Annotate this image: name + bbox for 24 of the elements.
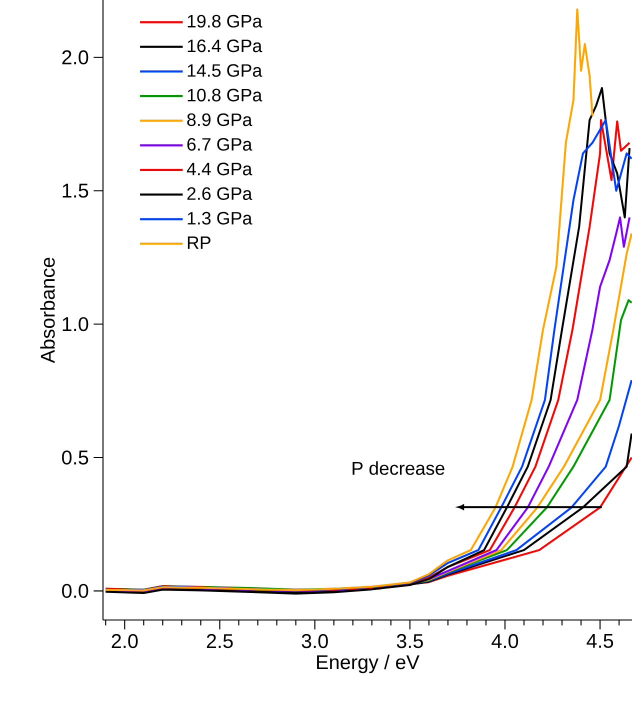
x-tick-label: 4.0 bbox=[492, 634, 518, 648]
legend-label: 8.9 GPa bbox=[187, 113, 252, 126]
y-tick-label: 1.0 bbox=[62, 317, 88, 332]
x-tick-label: 4.5 bbox=[586, 634, 614, 648]
x-axis-title: Energy / eV bbox=[317, 654, 420, 674]
y-tick-label: 0.5 bbox=[62, 450, 88, 465]
y-tick-label: 2.0 bbox=[62, 50, 88, 64]
legend-label: RP bbox=[188, 236, 210, 249]
legend-label: 10.8 GPa bbox=[188, 88, 262, 102]
x-tick-label: 3.0 bbox=[302, 634, 328, 648]
legend-label: 6.7 GPa bbox=[187, 138, 252, 151]
legend-label: 4.4 GPa bbox=[186, 162, 252, 176]
annotation: P decrease bbox=[352, 461, 444, 475]
y-axis-title: Absorbance bbox=[40, 258, 55, 364]
y-tick-label: 0.0 bbox=[62, 584, 88, 598]
y-tick-label: 1.5 bbox=[62, 184, 88, 198]
legend-label: 2.6 GPa bbox=[187, 187, 252, 200]
x-tick-label: 3.5 bbox=[396, 634, 423, 648]
legend-label: 14.5 GPa bbox=[188, 64, 262, 77]
x-tick-label: 2.0 bbox=[112, 634, 138, 648]
x-tick-label: 2.5 bbox=[206, 634, 233, 648]
legend-label: 1.3 GPa bbox=[188, 212, 252, 225]
legend-label: 19.8 GPa bbox=[188, 14, 262, 28]
legend-label: 16.4 GPa bbox=[188, 40, 262, 52]
